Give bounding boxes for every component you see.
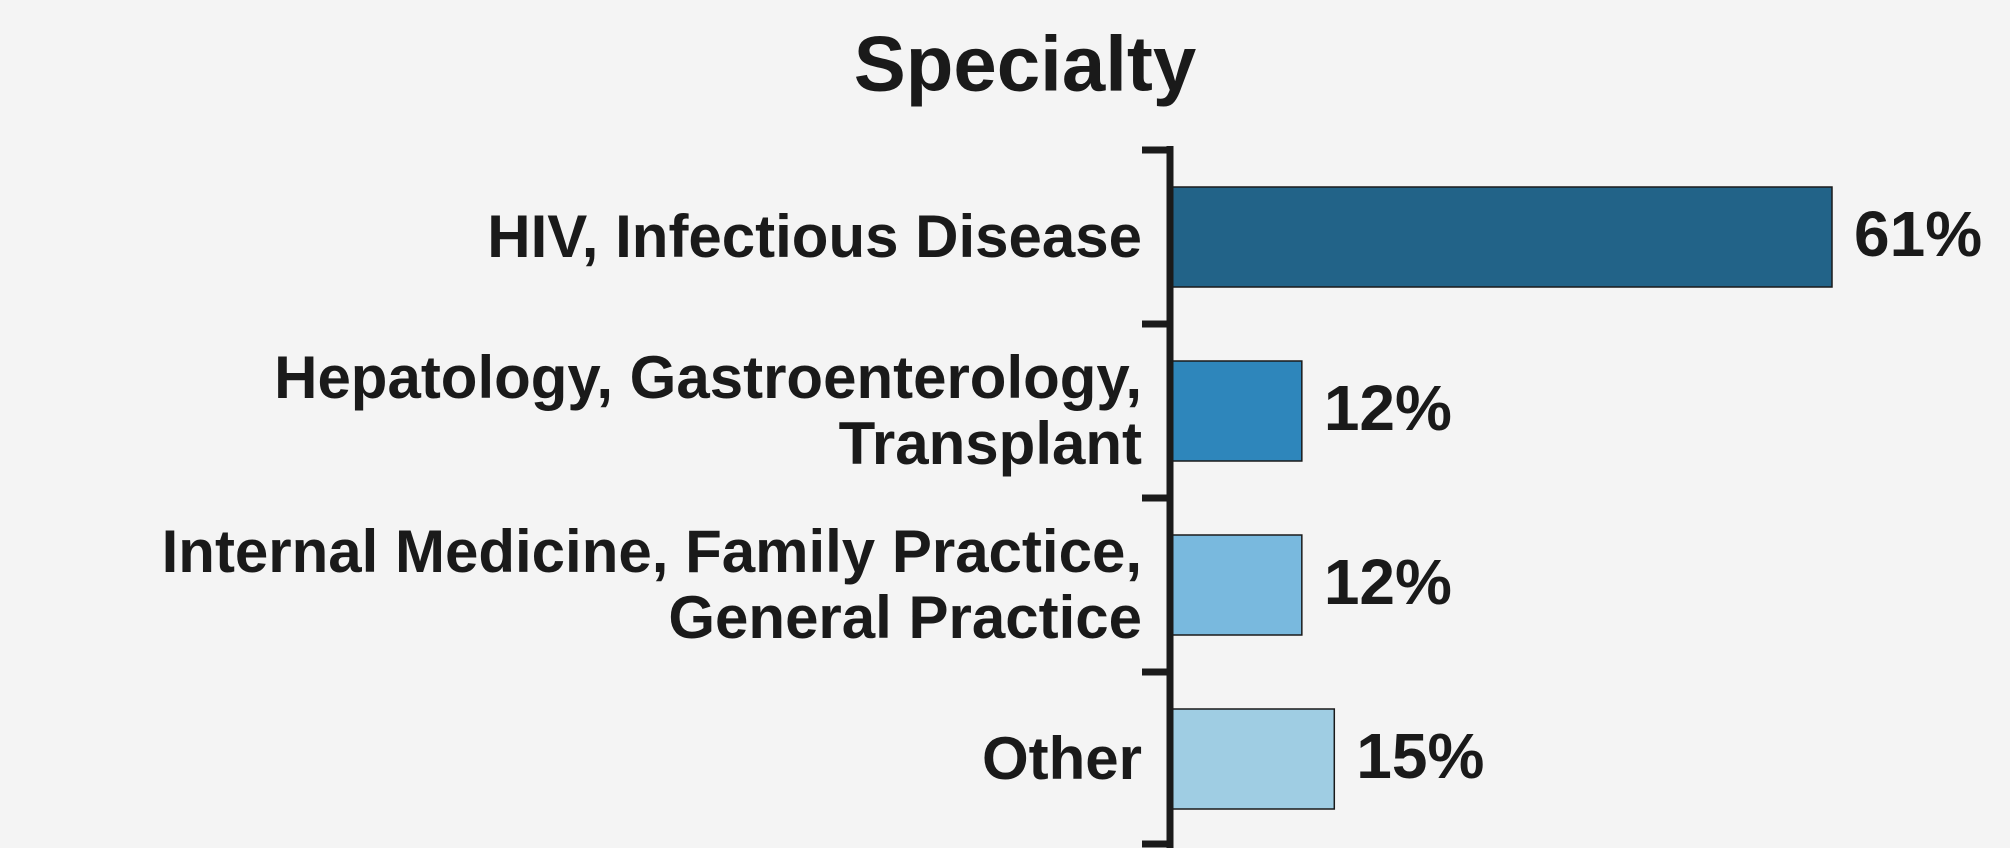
value-label: 12%: [1324, 546, 1452, 618]
value-label: 61%: [1854, 198, 1982, 270]
category-label: Hepatology, Gastroenterology,: [274, 344, 1142, 411]
category-label: Internal Medicine, Family Practice,: [162, 518, 1142, 585]
category-label: HIV, Infectious Disease: [487, 203, 1142, 270]
category-label: Transplant: [839, 410, 1142, 477]
bar: [1171, 534, 1303, 636]
bar: [1171, 708, 1336, 810]
bar: [1171, 186, 1833, 288]
bar: [1171, 360, 1303, 462]
value-label: 12%: [1324, 372, 1452, 444]
chart-title: Specialty: [854, 20, 1197, 108]
value-label: 15%: [1356, 720, 1484, 792]
category-label: General Practice: [668, 584, 1142, 651]
category-label: Other: [982, 725, 1142, 792]
